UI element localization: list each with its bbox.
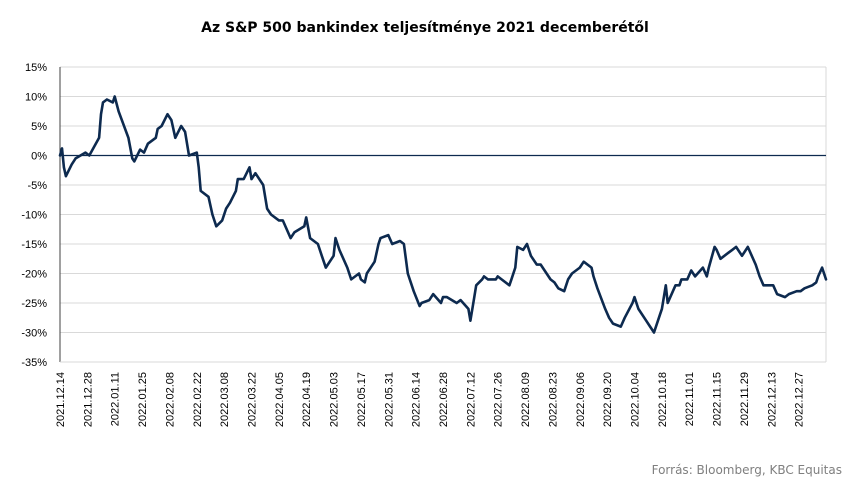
x-tick-label: 2021.12.14	[55, 372, 67, 427]
x-tick-label: 2021.12.28	[82, 372, 94, 427]
x-tick-label: 2022.05.03	[329, 372, 341, 427]
x-tick-label: 2022.11.15	[712, 372, 724, 426]
x-tick-label: 2022.02.08	[164, 372, 176, 427]
source-note: Forrás: Bloomberg, KBC Equitas	[651, 463, 842, 477]
x-tick-label: 2022.08.23	[547, 372, 559, 427]
x-tick-label: 2022.06.28	[438, 372, 450, 427]
y-tick-label: -10%	[21, 210, 47, 222]
y-tick-label: 5%	[31, 121, 47, 133]
y-tick-label: -15%	[21, 239, 47, 251]
x-tick-label: 2022.08.09	[520, 372, 532, 427]
y-tick-label: -20%	[21, 269, 47, 281]
label-layer: 15% 10% 5% 0% -5% -10% -15% -20% -25% -30% -35% 202…	[21, 62, 805, 427]
x-tick-label: 2022.05.17	[356, 372, 368, 427]
x-tick-label: 2022.04.19	[301, 372, 313, 427]
x-tick-label: 2022.07.26	[493, 372, 505, 427]
chart-title: Az S&P 500 bankindex teljesítménye 2021 …	[201, 20, 649, 36]
x-tick-label: 2022.03.08	[219, 372, 231, 427]
x-tick-label: 2022.09.20	[602, 372, 614, 427]
x-tick-label: 2022.11.29	[739, 372, 751, 426]
x-tick-label: 2022.09.06	[575, 372, 587, 427]
y-tick-label: 15%	[25, 62, 47, 74]
y-tick-label: -30%	[21, 328, 47, 340]
x-tick-label: 2022.10.18	[657, 372, 669, 427]
x-tick-label: 2022.10.04	[630, 372, 642, 427]
x-tick-label: 2022.12.27	[794, 372, 806, 427]
axis-layer	[59, 67, 826, 363]
y-tick-label: -25%	[21, 298, 47, 310]
y-tick-label: 10%	[25, 92, 47, 104]
x-tick-label: 2022.04.05	[274, 372, 286, 427]
x-tick-label: 2022.06.14	[411, 372, 423, 427]
x-tick-label: 2022.07.12	[465, 372, 477, 427]
x-tick-label: 2022.05.31	[383, 372, 395, 427]
series-line	[58, 95, 828, 334]
y-tick-label: -5%	[27, 180, 47, 192]
grid-layer	[60, 66, 827, 363]
y-tick-label: 0%	[31, 151, 47, 163]
x-tick-label: 2022.02.22	[192, 372, 204, 427]
x-tick-label: 2022.01.25	[137, 372, 149, 427]
x-tick-label: 2022.03.22	[247, 372, 259, 427]
line-layer	[58, 95, 828, 334]
x-tick-label: 2022.11.01	[684, 372, 696, 426]
y-tick-label: -35%	[21, 357, 47, 369]
x-tick-label: 2022.12.13	[766, 372, 778, 427]
x-tick-label: 2022.01.11	[110, 372, 122, 426]
